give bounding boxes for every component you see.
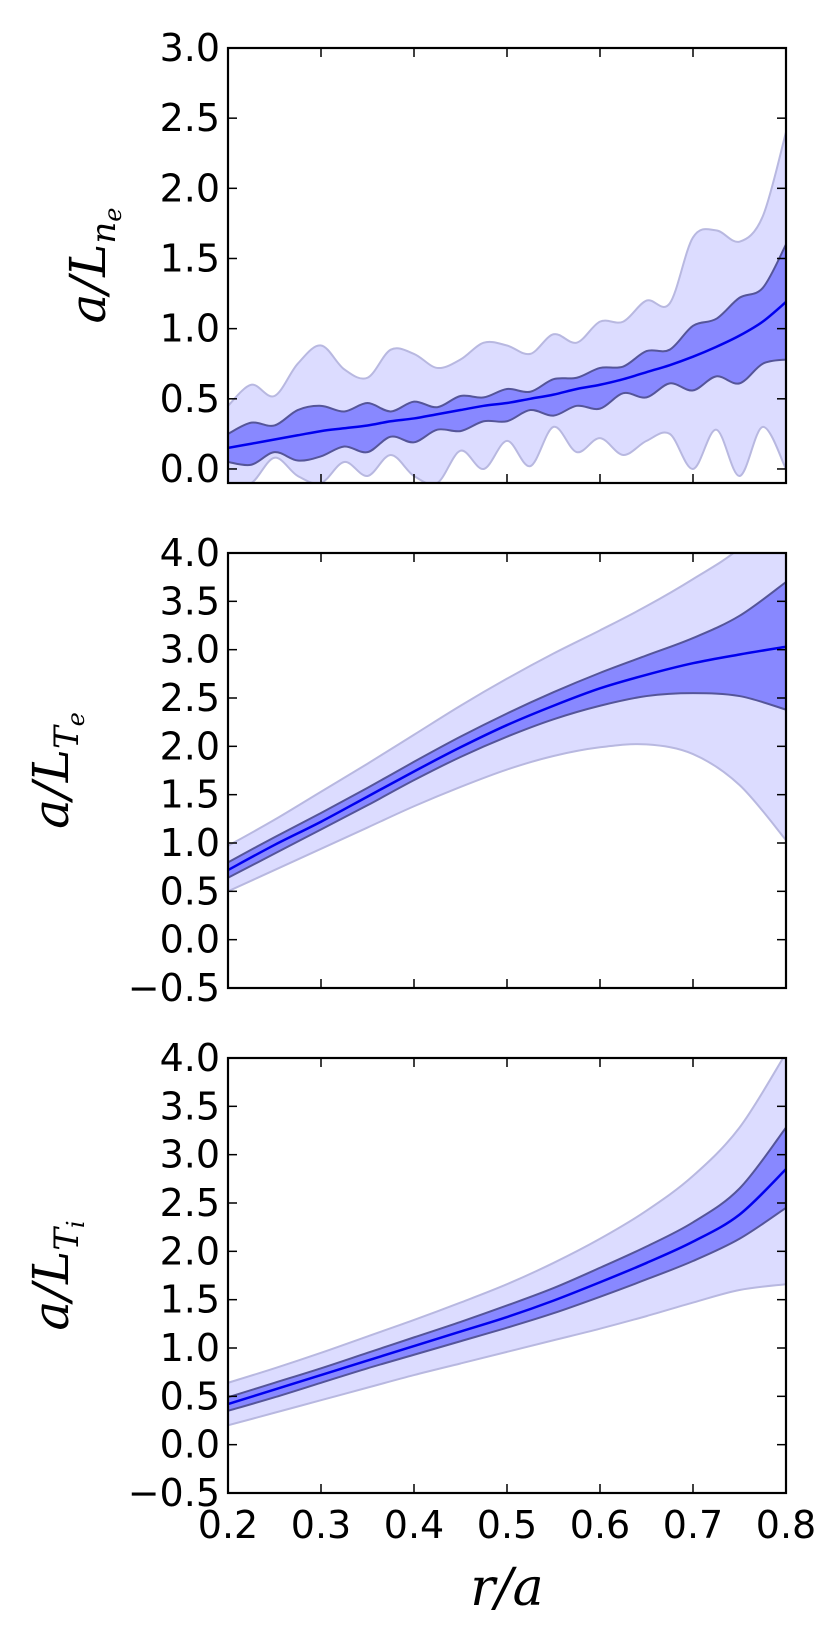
y-tick-label: 0.5 [160,377,220,421]
band-1sigma [228,1126,786,1412]
y-tick-label: 1.5 [160,236,220,280]
x-tick-label: 0.6 [570,1503,630,1547]
y-axis-label: a/Lne [59,208,127,324]
x-tick-label: 0.5 [477,1503,537,1547]
x-tick-label: 0.8 [756,1503,816,1547]
mean-line [228,301,786,450]
y-tick-label: 2.0 [160,166,220,210]
y-axis-label: a/LTi [22,1220,90,1330]
panel-1: 3.0 2.5 2.0 1.5 1.0 0.5 0.0 a/Lne [59,26,788,491]
y-tick-label: 2.0 [160,724,220,768]
y-tick-label: 1.0 [160,1326,220,1370]
y-tick-label: 1.5 [160,1278,220,1322]
y-tick-label: 2.5 [160,1181,220,1225]
y-tick-label: 3.0 [160,26,220,70]
y-tick-label: 1.5 [160,773,220,817]
y-tick-label: 4.0 [160,1036,220,1080]
mean-line [228,1168,786,1406]
y-tick-label: 3.0 [160,1133,220,1177]
band-1sigma [228,243,786,467]
x-axis-label: r/a [470,1558,543,1618]
plot-area [228,131,786,483]
y-tick-label: 2.5 [160,96,220,140]
panel-2: 4.03.5 3.02.52.0 1.51.00.5 0.0−0.5 a/LTe [22,531,788,1010]
y-tick-label: 2.0 [160,1229,220,1273]
plot-area [228,1058,786,1427]
x-tick-label: 0.7 [663,1503,723,1547]
band-1sigma [228,581,786,879]
y-tick-label: 3.5 [160,579,220,623]
plot-area [228,553,786,893]
y-tick-label: 0.5 [160,1374,220,1418]
x-tick-label: 0.4 [384,1503,444,1547]
y-tick-label: 3.5 [160,1084,220,1128]
y-tick-label: 0.5 [160,869,220,913]
y-tick-label: 4.0 [160,531,220,575]
panel-3: 4.03.53.02.52.01.51.00.50.0−0.50.2 0.3 0.4… [22,1036,816,1618]
y-axis-label: a/LTe [22,712,90,829]
y-tick-label: 1.0 [160,307,220,351]
y-tick-label: 0.0 [160,447,220,491]
y-tick-label: 0.0 [160,918,220,962]
y-tick-label: 0.0 [160,1423,220,1467]
y-tick-label: 2.5 [160,676,220,720]
mean-line [228,645,786,872]
x-tick-label: 0.3 [291,1503,351,1547]
y-tick-label: −0.5 [128,966,220,1010]
y-tick-label: 3.0 [160,628,220,672]
y-tick-label: −0.5 [128,1471,220,1515]
x-tick-label: 0.2 [198,1503,258,1547]
y-tick-label: 1.0 [160,821,220,865]
